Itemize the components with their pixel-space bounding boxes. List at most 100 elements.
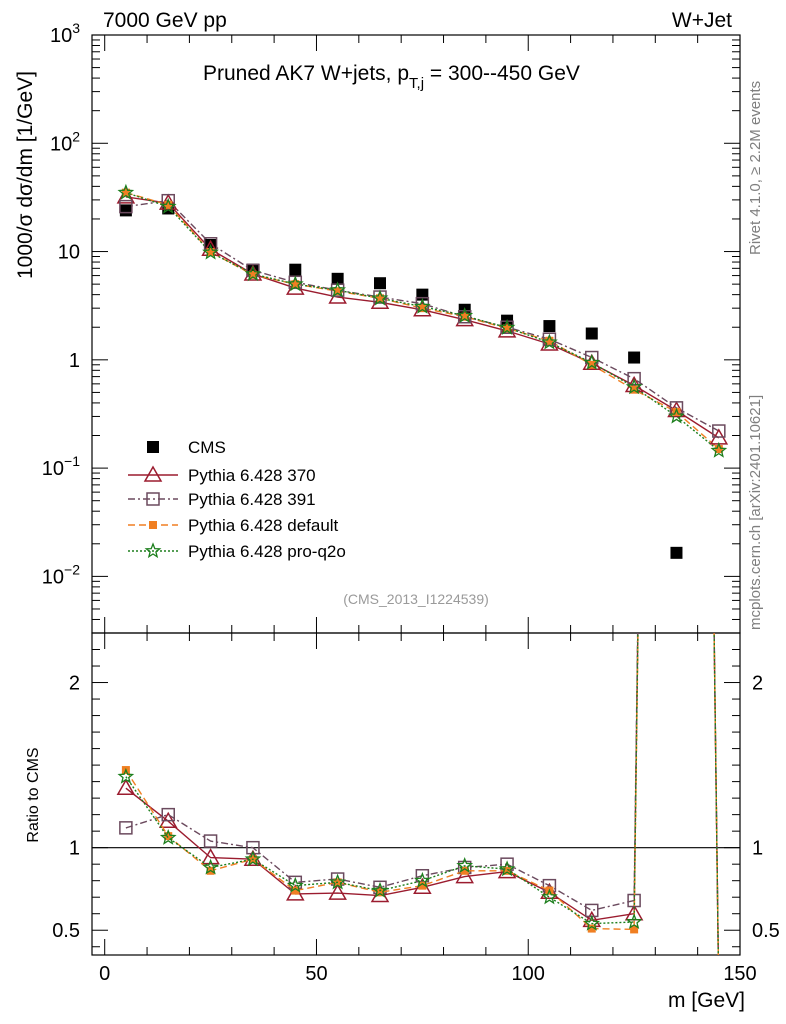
ratio-point bbox=[117, 767, 135, 784]
legend-label: Pythia 6.428 pro-q2o bbox=[188, 542, 346, 561]
series-line bbox=[125, 199, 720, 432]
data-point bbox=[414, 297, 431, 314]
ratio-point bbox=[498, 860, 516, 877]
legend-marker-cms bbox=[147, 441, 159, 453]
data-point-cms bbox=[374, 277, 386, 290]
legend-label: Pythia 6.428 default bbox=[188, 516, 339, 535]
data-point bbox=[672, 407, 681, 416]
x-tick-label: 0 bbox=[99, 963, 110, 985]
header-right: W+Jet bbox=[672, 9, 732, 32]
ratio-point bbox=[202, 858, 219, 875]
ratio-point bbox=[286, 876, 304, 893]
data-point bbox=[244, 265, 262, 282]
data-point bbox=[456, 307, 474, 323]
legend-marker bbox=[144, 542, 162, 559]
data-point-cms bbox=[628, 351, 641, 364]
x-tick-label: 150 bbox=[723, 963, 756, 985]
data-point bbox=[627, 371, 641, 386]
y-tick-label: 10 bbox=[58, 242, 80, 264]
ratio-y-tick-label: 1 bbox=[69, 838, 80, 860]
ratio-point bbox=[413, 871, 431, 888]
data-point bbox=[206, 248, 215, 257]
ratio-point bbox=[541, 888, 558, 905]
data-point bbox=[333, 287, 342, 296]
ratio-point bbox=[328, 883, 347, 900]
legend: CMS Pythia 6.428 370 Pythia 6.428 391 Pythi… bbox=[128, 438, 346, 561]
ratio-point bbox=[116, 778, 136, 795]
analysis-id: (CMS_2013_I1224539) bbox=[343, 591, 489, 607]
data-point bbox=[164, 200, 173, 209]
ratio-point bbox=[244, 850, 262, 867]
ratio-y-tick-label-right: 2 bbox=[752, 673, 763, 695]
x-tick-label: 100 bbox=[512, 963, 545, 985]
ratio-point bbox=[159, 829, 177, 845]
ratio-line bbox=[125, 633, 719, 955]
y-tick-label: 10−1 bbox=[42, 453, 80, 480]
y-tick-label: 102 bbox=[50, 128, 80, 155]
chart-title: Pruned AK7 W+jets, pT,j = 300--450 GeV bbox=[203, 62, 580, 92]
data-point bbox=[668, 407, 685, 424]
ratio-point bbox=[371, 881, 389, 898]
legend-marker bbox=[146, 492, 160, 506]
ratio-point bbox=[630, 925, 639, 934]
ratio-y-tick-label: 2 bbox=[69, 673, 80, 695]
data-point bbox=[583, 353, 601, 370]
data-point bbox=[371, 289, 389, 306]
legend-marker bbox=[143, 465, 163, 482]
y-tick-label: 1 bbox=[69, 350, 80, 372]
ratio-point bbox=[583, 914, 601, 931]
data-point bbox=[714, 445, 723, 454]
ratio-point bbox=[376, 888, 384, 897]
ratio-point bbox=[119, 821, 133, 835]
main-y-axis-label: 1000/σ dσ/dm [1/GeV] bbox=[14, 71, 37, 279]
data-point bbox=[587, 360, 596, 369]
header-left: 7000 GeV pp bbox=[103, 9, 227, 32]
data-point bbox=[121, 188, 130, 197]
data-point bbox=[418, 304, 427, 313]
y-tick-label: 103 bbox=[50, 20, 80, 47]
x-tick-label: 50 bbox=[305, 963, 327, 985]
ratio-axis-ticks: 0.5 0.5 1 1 2 2 0 50 100 150 bbox=[52, 633, 780, 985]
ratio-point bbox=[161, 807, 175, 822]
ratio-point bbox=[587, 924, 596, 933]
ratio-point bbox=[203, 834, 218, 848]
ratio-point bbox=[455, 867, 474, 884]
ratio-point bbox=[625, 913, 643, 930]
data-point-cms bbox=[119, 204, 132, 217]
data-point-cms bbox=[289, 263, 302, 276]
ratio-point bbox=[164, 832, 173, 841]
legend-marker bbox=[149, 521, 157, 529]
ratio-series-clipped bbox=[116, 633, 719, 955]
legend-label: Pythia 6.428 391 bbox=[188, 490, 316, 509]
data-point bbox=[460, 312, 469, 321]
data-point bbox=[541, 333, 558, 350]
data-point bbox=[625, 378, 643, 395]
ratio-y-axis-label: Ratio to CMS bbox=[25, 747, 42, 842]
ratio-y-tick-label: 0.5 bbox=[52, 920, 80, 942]
data-point bbox=[710, 441, 728, 458]
legend-label: Pythia 6.428 370 bbox=[188, 466, 316, 485]
ratio-point bbox=[460, 866, 469, 875]
rivet-version-label: Rivet 4.1.0, ≥ 2.2M events bbox=[747, 81, 764, 255]
data-point bbox=[117, 183, 135, 200]
data-point bbox=[248, 270, 257, 279]
ratio-line bbox=[125, 633, 719, 955]
main-series-layer bbox=[116, 183, 729, 559]
data-point bbox=[119, 199, 133, 214]
ratio-point bbox=[418, 881, 427, 890]
ratio-plot-frame bbox=[91, 632, 741, 956]
series-line bbox=[125, 196, 720, 439]
data-point bbox=[712, 424, 726, 438]
ratio-point bbox=[201, 848, 220, 865]
ratio-point bbox=[456, 857, 474, 873]
data-point bbox=[329, 281, 346, 298]
x-axis-label: m [GeV] bbox=[668, 989, 745, 1012]
data-point bbox=[545, 336, 554, 345]
ratio-point bbox=[291, 886, 300, 895]
data-point-cms bbox=[670, 546, 683, 559]
y-tick-label: 10−2 bbox=[42, 561, 80, 588]
legend-label: CMS bbox=[188, 438, 226, 457]
ratio-series-layer bbox=[116, 633, 719, 955]
